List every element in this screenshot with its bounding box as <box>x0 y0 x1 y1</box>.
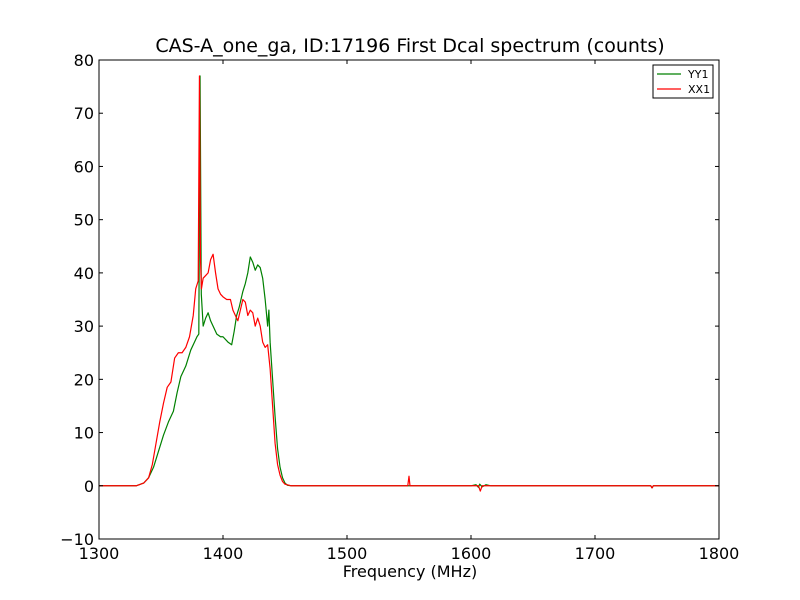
x-tick-label: 1300 <box>79 544 120 563</box>
legend-label-xx1: XX1 <box>688 83 710 96</box>
y-tick-label: 30 <box>74 317 94 336</box>
x-tick-label: 1600 <box>451 544 492 563</box>
chart-title: CAS-A_one_ga, ID:17196 First Dcal spectr… <box>155 35 664 57</box>
axes-frame <box>98 59 720 540</box>
plot-area: 1300 1400 1500 1600 1700 1800 −10 0 10 20 30 40 50 60… <box>60 51 739 563</box>
y-tick-label: 80 <box>74 51 94 70</box>
x-tick-label: 1400 <box>203 544 244 563</box>
y-tick-label: 40 <box>74 264 94 283</box>
x-tick-label: 1500 <box>327 544 368 563</box>
y-tick-label: −10 <box>60 530 94 549</box>
y-tick-label: 20 <box>74 370 94 389</box>
y-tick-label: 10 <box>74 424 94 443</box>
x-axis-label: Frequency (MHz) <box>343 562 477 581</box>
y-tick-label: 50 <box>74 211 94 230</box>
y-tick-label: 0 <box>84 477 94 496</box>
legend-box <box>652 64 714 99</box>
legend-label-yy1: YY1 <box>687 68 708 81</box>
x-tick-label: 1800 <box>699 544 740 563</box>
y-tick-label: 70 <box>74 104 94 123</box>
x-tick-label: 1700 <box>575 544 616 563</box>
series-line-yy1 <box>99 75 719 489</box>
y-tick-label: 60 <box>74 157 94 176</box>
series-line-xx1 <box>99 75 719 492</box>
